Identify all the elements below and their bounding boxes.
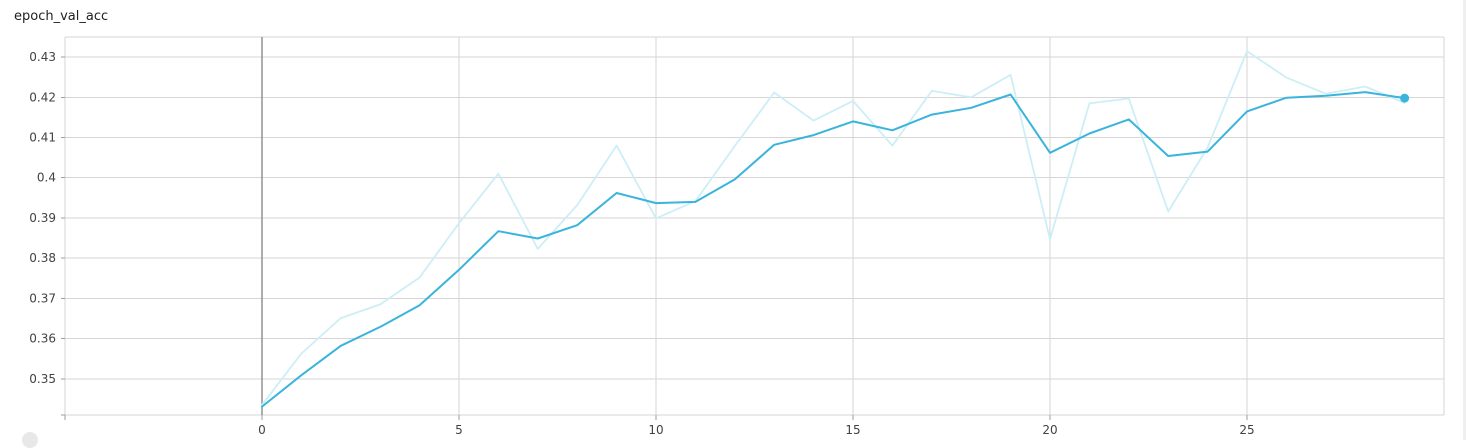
y-tick-label: 0.43 [29,50,56,64]
y-tick-label: 0.36 [29,332,56,346]
grid-layer [64,36,1445,416]
x-tick-label: 15 [845,423,860,437]
x-tick-label: 25 [1239,423,1254,437]
x-tick-label: 10 [648,423,663,437]
axis-layer [61,37,1248,420]
x-tick-label: 0 [258,423,266,437]
y-tick-label: 0.4 [37,171,56,185]
tick-label-layer: 0.35 0.36 0.37 0.38 0.39 0.4 0.41 0.42 0.43 0 5 10 1… [29,50,1254,437]
last-point-marker [1400,93,1410,103]
y-tick-label: 0.41 [29,131,56,145]
scrollbar-track[interactable] [1463,0,1466,440]
series-layer [261,50,1410,408]
x-tick-label: 5 [455,423,463,437]
y-tick-label: 0.39 [29,211,56,225]
y-tick-label: 0.38 [29,251,56,265]
smoothed-series-line [261,91,1406,408]
raw-series-line [261,50,1406,406]
chart-title: epoch_val_acc [14,9,109,24]
y-tick-label: 0.42 [29,90,56,104]
y-tick-label: 0.37 [29,291,56,305]
x-tick-label: 20 [1042,423,1057,437]
y-tick-label: 0.35 [29,372,56,386]
